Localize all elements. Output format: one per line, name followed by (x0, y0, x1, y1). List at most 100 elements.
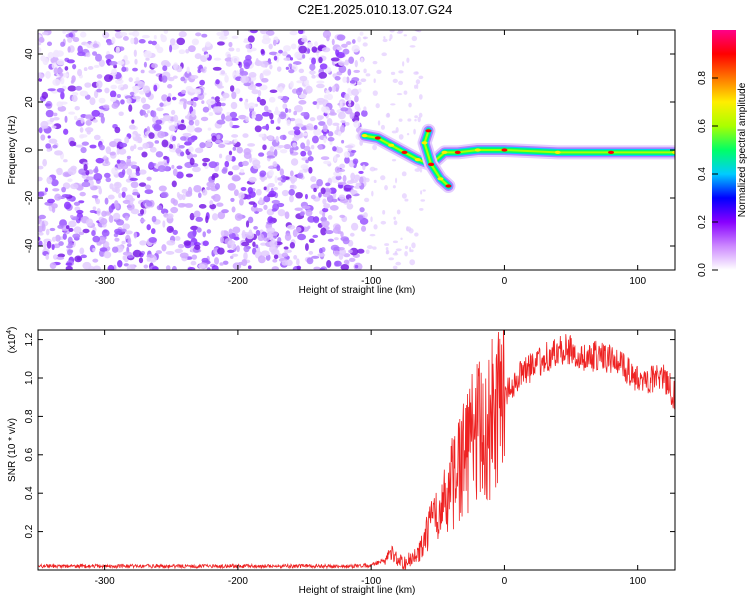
heatmap-cell (74, 255, 83, 263)
heatmap-cell (272, 258, 278, 263)
heatmap-cell (334, 224, 341, 231)
heatmap-cell (243, 252, 248, 261)
heatmap-cell (100, 218, 108, 225)
heatmap-hotspot (474, 148, 481, 152)
heatmap-cell (274, 175, 278, 184)
heatmap-cell (260, 176, 265, 183)
heatmap-cell (251, 89, 259, 95)
heatmap-cell (398, 70, 404, 74)
x-tick-label: 100 (629, 576, 646, 587)
heatmap-cell (334, 75, 341, 81)
heatmap-cell (357, 248, 365, 254)
heatmap-cell (319, 63, 328, 70)
heatmap-cell (340, 264, 350, 270)
heatmap-cell (386, 112, 390, 118)
heatmap-cell (262, 34, 270, 41)
heatmap-cell (72, 233, 81, 239)
heatmap-cell (98, 187, 103, 195)
heatmap-cell (133, 231, 138, 239)
heatmap-cell (79, 127, 84, 133)
heatmap-cell (89, 97, 96, 106)
heatmap-cell (292, 142, 297, 148)
heatmap-cell (148, 69, 157, 74)
y-tick-label: 0.6 (24, 447, 35, 461)
heatmap-cell (316, 83, 325, 89)
heatmap-cell (229, 85, 235, 92)
heatmap-cell (321, 220, 330, 227)
heatmap-cell (337, 111, 346, 120)
heatmap-cell (73, 201, 81, 206)
heatmap-cell (403, 90, 408, 95)
heatmap-cell (163, 30, 169, 34)
heatmap-cell (398, 134, 404, 140)
heatmap-cell (276, 202, 285, 208)
heatmap-cell (130, 181, 139, 189)
heatmap-cell (130, 37, 135, 45)
heatmap-cell (322, 207, 329, 213)
heatmap-cell (241, 258, 248, 267)
heatmap-cell (344, 156, 350, 164)
heatmap-cell (392, 240, 398, 244)
heatmap-cell (281, 260, 289, 266)
heatmap-cell (231, 134, 239, 138)
heatmap-cell (180, 76, 186, 82)
heatmap-cell (306, 257, 314, 265)
heatmap-cell (71, 95, 78, 102)
heatmap-cell (180, 136, 187, 141)
heatmap-cell (188, 119, 195, 126)
heatmap-cell (313, 266, 321, 270)
heatmap-cell (115, 46, 120, 54)
heatmap-cell (294, 105, 304, 113)
heatmap-cell (298, 93, 307, 99)
heatmap-cell (307, 225, 311, 229)
colorbar-ticks: 0.0 0.2 0.4 0.6 0.8 (697, 71, 718, 277)
snr-x-axis: -300 -200 -100 0 100 (95, 330, 646, 587)
heatmap-cell (194, 147, 204, 154)
heatmap-cell (279, 168, 285, 176)
heatmap-cell (153, 123, 162, 132)
heatmap-cell (85, 114, 94, 120)
heatmap-cell (260, 242, 268, 246)
heatmap-cell (373, 167, 378, 171)
heatmap-cell (239, 97, 243, 102)
heatmap-cell (342, 76, 347, 83)
heatmap-cell (66, 59, 75, 64)
heatmap-cell (260, 30, 268, 35)
heatmap-cell (123, 54, 128, 62)
heatmap-cell (349, 247, 359, 256)
heatmap-cell (289, 242, 296, 249)
heatmap-cell (319, 115, 324, 120)
heatmap-cell (255, 188, 262, 196)
heatmap-cell (262, 237, 270, 242)
heatmap-cell (47, 51, 54, 59)
heatmap-cell (353, 120, 361, 128)
heatmap-cell (38, 231, 44, 236)
heatmap-cell (201, 257, 209, 263)
x-tick-label: -200 (228, 576, 248, 587)
heatmap-cell (350, 189, 358, 195)
heatmap-cell (172, 199, 178, 206)
heatmap-cell (377, 120, 381, 126)
heatmap-cell (111, 246, 119, 253)
heatmap-cell (227, 183, 236, 191)
heatmap-cell (126, 97, 132, 104)
heatmap-cell (267, 134, 274, 141)
heatmap-cell (44, 103, 52, 107)
heatmap-cell (68, 32, 74, 38)
heatmap-cell (321, 47, 331, 53)
heatmap-cell (363, 106, 367, 112)
heatmap-cell (84, 82, 92, 88)
heatmap-cell (77, 68, 83, 77)
heatmap-cell (130, 208, 140, 215)
heatmap-cell (351, 39, 356, 44)
heatmap-cell (124, 95, 133, 100)
heatmap-cell (130, 145, 135, 152)
heatmap-cell (327, 238, 334, 242)
heatmap-cell (151, 110, 157, 118)
heatmap-cell (56, 68, 64, 74)
heatmap-cell (266, 150, 275, 158)
heatmap-cell (141, 34, 150, 39)
heatmap-cell (372, 246, 377, 250)
heatmap-cell (296, 258, 300, 266)
heatmap-cell (133, 37, 139, 45)
